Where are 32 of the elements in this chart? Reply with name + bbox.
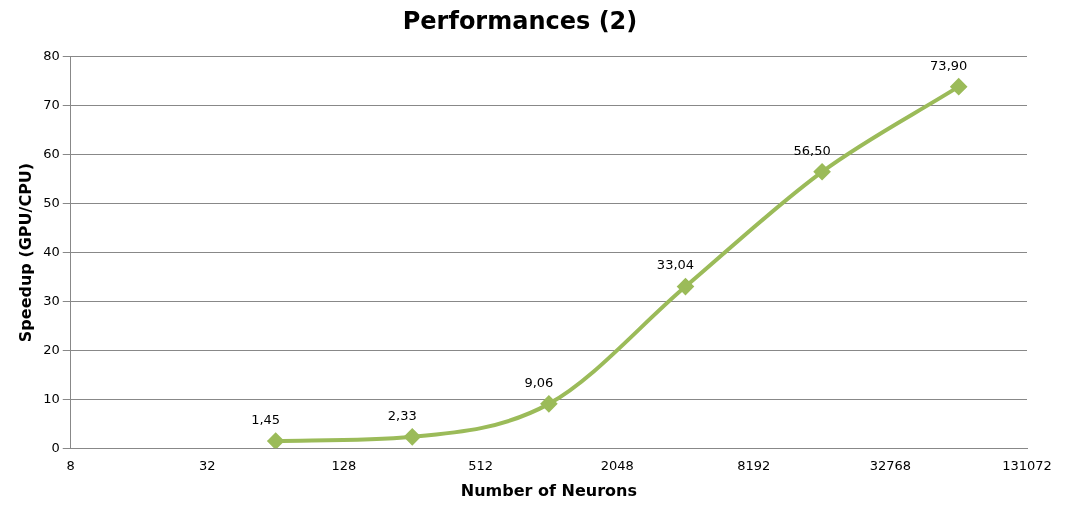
data-label: 1,45	[251, 411, 281, 427]
point	[267, 433, 284, 449]
x-tick-label: 32768	[869, 458, 912, 474]
y-tick-label: 0	[51, 439, 60, 455]
x-tick-label: 131072	[1002, 458, 1052, 474]
data-label: 56,50	[793, 142, 831, 158]
x-tick-label: 32	[199, 458, 216, 474]
x-tick-label: 128	[331, 458, 357, 474]
y-tick-label: 50	[43, 194, 60, 210]
point	[404, 428, 421, 445]
y-tick-label: 70	[43, 97, 60, 113]
y-tick-label: 20	[43, 341, 60, 357]
point	[677, 278, 694, 295]
x-axis-title: Number of Neurons	[460, 480, 637, 500]
y-axis-title: Speedup (GPU/CPU)	[15, 162, 35, 343]
point	[814, 163, 831, 180]
point	[540, 395, 557, 412]
data-label: 33,04	[656, 257, 695, 273]
y-tick-label: 30	[43, 292, 60, 308]
data-label: 2,33	[387, 407, 417, 423]
x-tick-label: 8	[66, 458, 75, 474]
y-tick-label: 80	[43, 48, 60, 64]
data-label: 9,06	[524, 374, 554, 390]
y-tick-label: 60	[43, 146, 60, 162]
y-tick-label: 40	[43, 243, 60, 259]
x-tick-label: 2048	[600, 458, 634, 474]
x-tick-label: 8192	[737, 458, 771, 474]
y-tick-label: 10	[43, 390, 60, 406]
x-tick-label: 512	[468, 458, 493, 474]
data-label: 73,90	[930, 57, 968, 73]
point	[950, 78, 967, 95]
chart-title: Performances (2)	[402, 6, 638, 35]
